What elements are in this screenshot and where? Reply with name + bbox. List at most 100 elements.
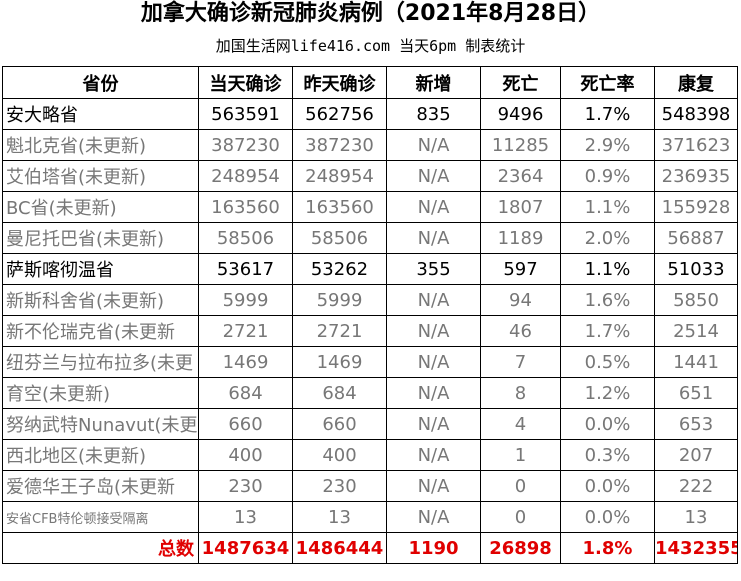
table-cell: 684: [198, 377, 293, 409]
table-cell: 46: [480, 315, 561, 347]
table-cell: 9496: [480, 98, 561, 130]
table-cell: 653: [654, 408, 738, 440]
table-cell: N/A: [386, 346, 481, 378]
table-row: 纽芬兰与拉布拉多(未更 1469 1469 N/A 7 0.5% 1441: [2, 346, 738, 378]
table-cell: 58506: [292, 222, 387, 254]
column-header: 新增: [386, 66, 481, 99]
table-cell: N/A: [386, 439, 481, 471]
table-cell: 新斯科舍省(未更新): [2, 284, 199, 316]
table-cell: 新不伦瑞克省(未更新: [2, 315, 199, 347]
table-cell: 0.5%: [560, 346, 655, 378]
table-cell: 5850: [654, 284, 738, 316]
column-header: 省份: [2, 66, 199, 99]
table-row: BC省(未更新) 163560 163560 N/A 1807 1.1% 155928: [2, 191, 738, 223]
table-cell: N/A: [386, 501, 481, 533]
table-cell: 爱德华王子岛(未更新: [2, 470, 199, 502]
table-cell: 0.0%: [560, 408, 655, 440]
table-cell: 1469: [292, 346, 387, 378]
total-cell: 26898: [480, 532, 561, 564]
table-row: 萨斯喀彻温省 53617 53262 355 597 1.1% 51033: [2, 253, 738, 285]
table-cell: 安省CFB特伦顿接受隔离: [2, 501, 199, 533]
table-cell: BC省(未更新): [2, 191, 199, 223]
table-row: 魁北克省(未更新) 387230 387230 N/A 11285 2.9% 371623: [2, 129, 738, 161]
table-cell: 0.3%: [560, 439, 655, 471]
table-cell: 835: [386, 98, 481, 130]
total-cell: 1190: [386, 532, 481, 564]
table-cell: 53262: [292, 253, 387, 285]
table-cell: 纽芬兰与拉布拉多(未更: [2, 346, 199, 378]
table-cell: 248954: [198, 160, 293, 192]
table-cell: 1.2%: [560, 377, 655, 409]
table-cell: N/A: [386, 160, 481, 192]
table-cell: 0.9%: [560, 160, 655, 192]
table-cell: 1469: [198, 346, 293, 378]
header-row: 省份 当天确诊 昨天确诊 新增 死亡 死亡率 康复: [2, 66, 738, 99]
table-row: 爱德华王子岛(未更新 230 230 N/A 0 0.0% 222: [2, 470, 738, 502]
table-cell: 1.1%: [560, 191, 655, 223]
table-cell: N/A: [386, 408, 481, 440]
table-cell: 1807: [480, 191, 561, 223]
table-cell: 0.0%: [560, 470, 655, 502]
table-cell: 400: [292, 439, 387, 471]
table-cell: 0.0%: [560, 501, 655, 533]
table-cell: 努纳武特Nunavut(未更: [2, 408, 199, 440]
table-cell: 660: [198, 408, 293, 440]
table-cell: 育空(未更新): [2, 377, 199, 409]
table-cell: 1.7%: [560, 315, 655, 347]
subtitle: 加国生活网life416.com 当天6pm 制表统计: [215, 37, 526, 55]
table-cell: 1441: [654, 346, 738, 378]
column-header: 当天确诊: [198, 66, 293, 99]
table-cell: 387230: [292, 129, 387, 161]
table-cell: N/A: [386, 470, 481, 502]
table-cell: N/A: [386, 377, 481, 409]
table-cell: 2.0%: [560, 222, 655, 254]
table-cell: 163560: [292, 191, 387, 223]
table-cell: 371623: [654, 129, 738, 161]
table-cell: N/A: [386, 129, 481, 161]
table-cell: 163560: [198, 191, 293, 223]
table-cell: 13: [198, 501, 293, 533]
table-row: 育空(未更新) 684 684 N/A 8 1.2% 651: [2, 377, 738, 409]
table-cell: 248954: [292, 160, 387, 192]
table-cell: 207: [654, 439, 738, 471]
case-table: 省份 当天确诊 昨天确诊 新增 死亡 死亡率 康复 安大略省 563591 562756 835 9…: [2, 66, 738, 564]
table-cell: 230: [198, 470, 293, 502]
table-row: 安省CFB特伦顿接受隔离 13 13 N/A 0 0.0% 13: [2, 501, 738, 533]
table-cell: 2.9%: [560, 129, 655, 161]
total-cell: 1486444: [292, 532, 387, 564]
table-cell: 684: [292, 377, 387, 409]
table-cell: 5999: [198, 284, 293, 316]
table-row: 曼尼托巴省(未更新) 58506 58506 N/A 1189 2.0% 56887: [2, 222, 738, 254]
table-cell: 56887: [654, 222, 738, 254]
table-cell: 355: [386, 253, 481, 285]
column-header: 死亡: [480, 66, 561, 99]
table-cell: 597: [480, 253, 561, 285]
table-row: 新不伦瑞克省(未更新 2721 2721 N/A 46 1.7% 2514: [2, 315, 738, 347]
table-cell: 94: [480, 284, 561, 316]
total-cell: 1432355: [654, 532, 738, 564]
table-cell: 萨斯喀彻温省: [2, 253, 199, 285]
total-cell: 总数: [2, 532, 199, 564]
table-cell: 155928: [654, 191, 738, 223]
table-cell: 13: [654, 501, 738, 533]
table-cell: 曼尼托巴省(未更新): [2, 222, 199, 254]
table-cell: 5999: [292, 284, 387, 316]
table-row: 西北地区(未更新) 400 400 N/A 1 0.3% 207: [2, 439, 738, 471]
table-row: 艾伯塔省(未更新) 248954 248954 N/A 2364 0.9% 236935: [2, 160, 738, 192]
column-header: 死亡率: [560, 66, 655, 99]
table-cell: 562756: [292, 98, 387, 130]
table-cell: 1189: [480, 222, 561, 254]
table-cell: 7: [480, 346, 561, 378]
table-cell: 13: [292, 501, 387, 533]
table-row: 安大略省 563591 562756 835 9496 1.7% 548398: [2, 98, 738, 130]
table-cell: 1.6%: [560, 284, 655, 316]
table-cell: 西北地区(未更新): [2, 439, 199, 471]
table-cell: 2721: [198, 315, 293, 347]
table-cell: 651: [654, 377, 738, 409]
table-cell: 51033: [654, 253, 738, 285]
title: 加拿大确诊新冠肺炎病例（2021年8月28日）: [140, 1, 601, 26]
table-cell: 0: [480, 470, 561, 502]
table-cell: 安大略省: [2, 98, 199, 130]
table-cell: 魁北克省(未更新): [2, 129, 199, 161]
